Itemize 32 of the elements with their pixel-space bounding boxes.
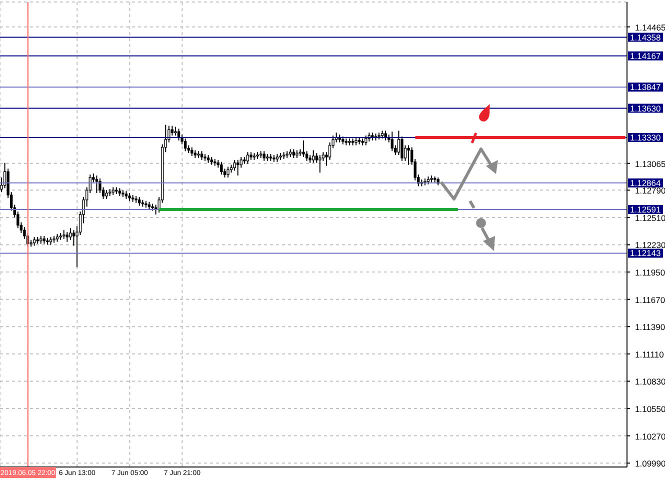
candlestick: [170, 125, 174, 136]
candlestick: [233, 159, 236, 172]
candlestick: [318, 154, 322, 174]
y-tick-label: 1.11110: [635, 349, 664, 360]
candlestick: [364, 135, 368, 146]
y-tick-label: 1.13065: [635, 158, 665, 169]
candlestick: [95, 175, 98, 194]
candlestick: [220, 161, 223, 176]
ref-line-label: 1.13330: [630, 132, 661, 143]
candlestick: [66, 232, 69, 242]
y-tick-label: 1.11390: [635, 322, 665, 332]
candlestick: [302, 140, 305, 158]
y-tick-label: 1.11670: [635, 294, 665, 305]
candlestick: [184, 138, 187, 152]
ref-line-label: 1.12143: [630, 248, 661, 258]
candlestick: [236, 159, 240, 176]
ref-line-label: 1.14167: [630, 50, 661, 61]
ref-line-label: 1.13847: [630, 82, 661, 92]
ref-line-label: 1.14358: [630, 32, 661, 42]
candlestick: [397, 130, 400, 156]
candlestick: [390, 131, 394, 152]
candlestick: [72, 230, 76, 246]
ref-line-label: 1.12864: [630, 178, 661, 188]
candlestick: [262, 150, 266, 162]
ref-line-label: 1.13630: [630, 103, 661, 114]
candlestick: [407, 144, 410, 166]
candlestick: [312, 150, 315, 164]
candlestick: [246, 152, 250, 164]
y-tick-label: 1.11950: [635, 268, 665, 278]
candlestick: [226, 166, 230, 178]
y-tick-label: 1.14465: [635, 22, 665, 32]
ref-line-label: 1.12591: [630, 204, 661, 215]
